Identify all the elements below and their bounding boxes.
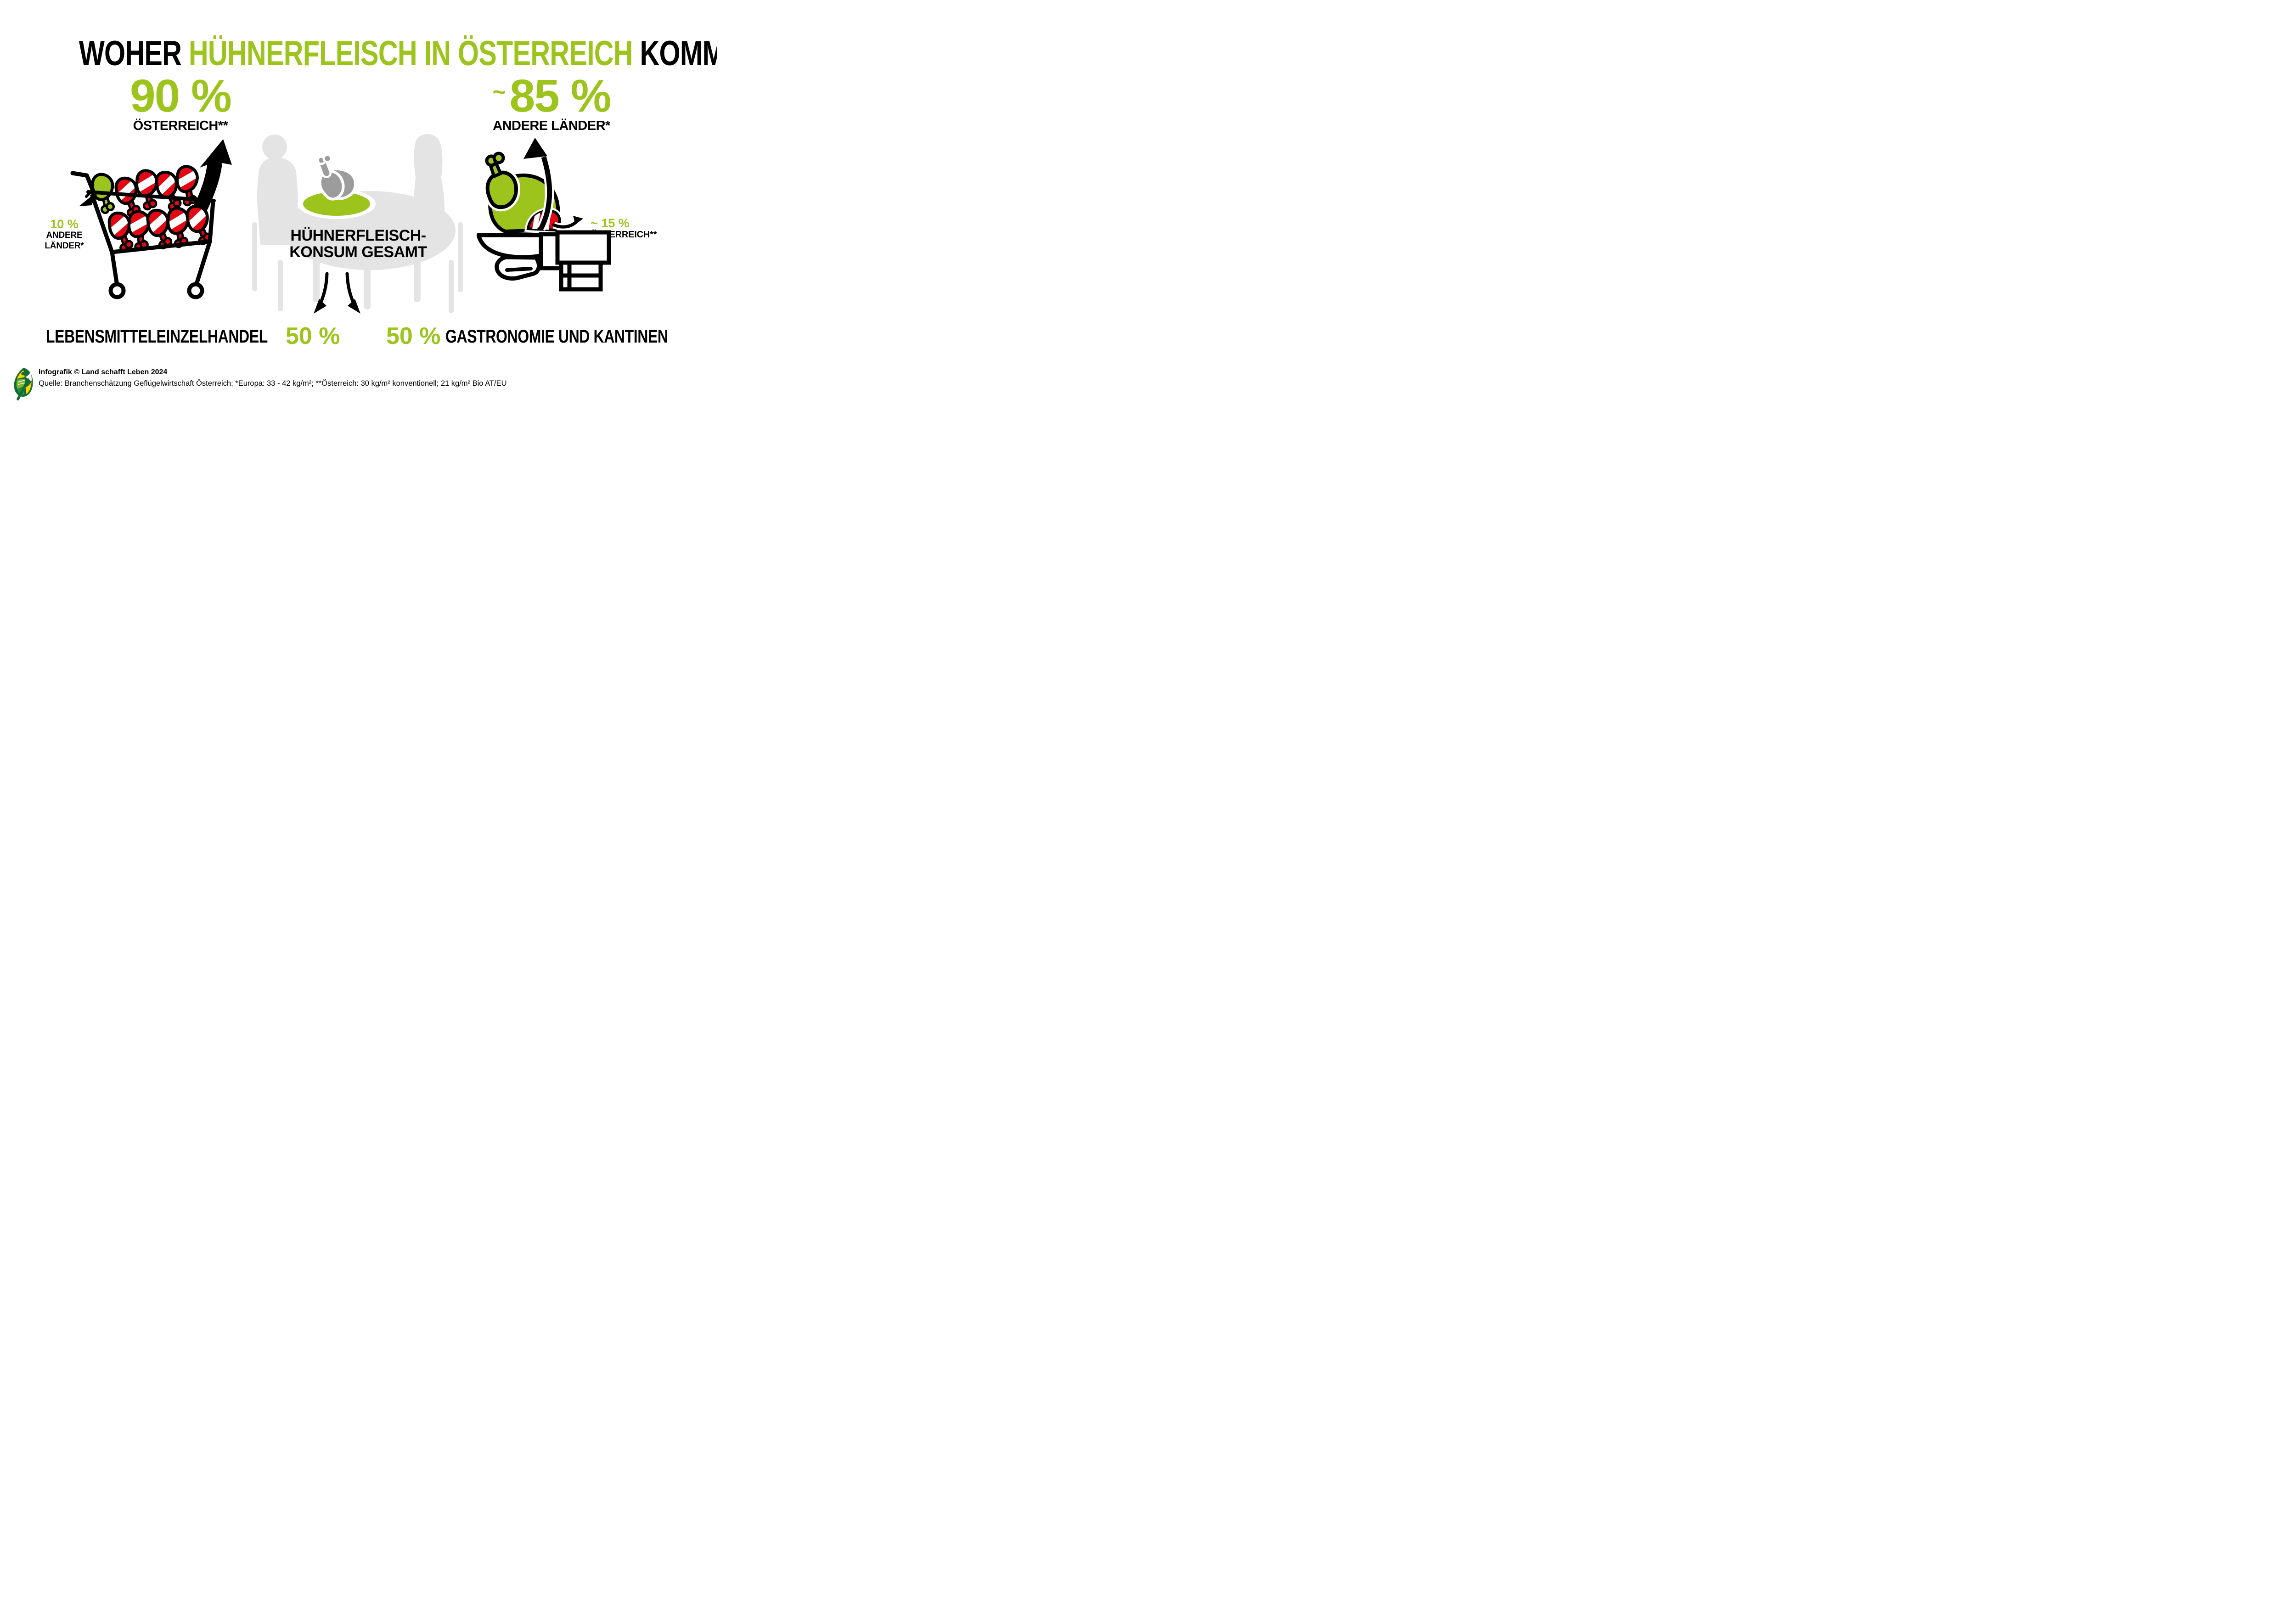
land-schafft-leben-logo — [14, 367, 33, 401]
infographic-canvas: WOHER HÜHNERFLEISCH IN ÖSTERREICH KOMMT … — [0, 0, 717, 404]
split-arrows — [314, 272, 360, 314]
caption-line2: KONSUM GESAMT — [289, 243, 427, 261]
cart-wheel — [108, 282, 126, 299]
retail-channel-label: LEBENSMITTELEINZELHANDEL — [46, 326, 268, 347]
retail-import-stat: 10 % ANDERE LÄNDER* — [39, 218, 90, 251]
footer-credit: Infografik © Land schafft Leben 2024 — [39, 368, 168, 376]
arrow-right-icon — [552, 216, 583, 231]
retail-import-label-line2: LÄNDER* — [45, 241, 84, 251]
total-consumption-caption: HÜHNERFLEISCH- KONSUM GESAMT — [250, 227, 466, 260]
gastro-domestic-percent: ~ 15 % — [591, 216, 630, 230]
retail-import-percent: 10 % — [50, 217, 79, 231]
serving-tray-graphic — [477, 138, 611, 292]
gastro-import-label: ANDERE LÄNDER* — [493, 118, 610, 133]
dining-table-graphic — [252, 134, 463, 314]
arrow-up-right-icon — [186, 139, 232, 224]
shopping-cart-graphic — [70, 139, 232, 299]
person-silhouette-left-head — [262, 135, 287, 159]
title-green-middle: HÜHNERFLEISCH IN ÖSTERREICH — [181, 34, 640, 73]
gastro-origin-stat: ~85 % ANDERE LÄNDER* — [476, 73, 627, 134]
footer-source: Quelle: Branchenschätzung Geflügelwirtsc… — [39, 379, 507, 388]
title-black-left: WOHER — [79, 34, 182, 73]
waiter-hand — [495, 255, 541, 281]
cart-handle — [70, 171, 97, 197]
approx-tilde: ~ — [492, 79, 506, 105]
caption-line1: HÜHNERFLEISCH- — [290, 227, 426, 244]
plate-green — [303, 192, 370, 216]
cart-wheel — [187, 282, 204, 299]
title-black-right: KOMMT — [640, 34, 717, 73]
roast-chicken-icon — [316, 153, 357, 201]
waiter-sleeve — [539, 230, 611, 292]
cart-basket — [90, 193, 215, 254]
gastro-channel-label: GASTRONOMIE UND KANTINEN — [445, 326, 668, 347]
retail-origin-stat: 90 % ÖSTERREICH** — [112, 73, 249, 134]
retail-domestic-percent: 90 % — [130, 70, 232, 122]
gastro-import-percent: 85 % — [509, 70, 612, 122]
page-title: WOHER HÜHNERFLEISCH IN ÖSTERREICH KOMMT — [79, 34, 717, 73]
gastro-channel-percent: 50 % — [386, 323, 441, 349]
retail-domestic-label: ÖSTERREICH** — [133, 118, 228, 133]
retail-channel-percent: 50 % — [286, 323, 340, 349]
arrow-up-icon — [523, 138, 554, 231]
retail-import-label-line1: ANDERE — [46, 231, 83, 241]
